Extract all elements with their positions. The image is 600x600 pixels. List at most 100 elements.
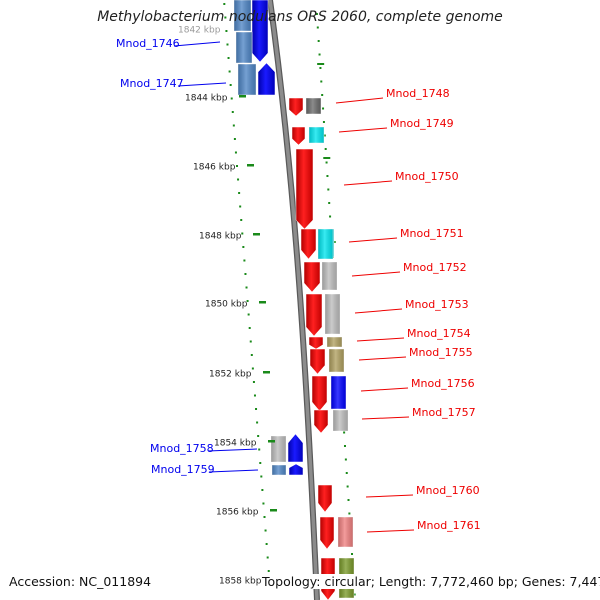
cog-box-mnod-1757-shade <box>333 410 348 431</box>
scale-dot <box>323 134 326 137</box>
gene-label-mnod-1759[interactable]: Mnod_1759 <box>151 463 215 476</box>
scale-dot <box>248 327 251 329</box>
genome-summary-label: Topology: circular; Length: 7,772,460 bp… <box>262 574 600 589</box>
gene-track <box>233 0 355 600</box>
scale-dot <box>252 381 255 383</box>
gene-labels: Mnod_1746 Mnod_1747 Mnod_1748 Mnod_1749 Mnod… <box>116 37 481 533</box>
scale-dot <box>326 175 329 177</box>
scale-dot <box>226 43 229 46</box>
scale-dot <box>238 192 241 194</box>
cog-box-mnod-1755-shade <box>329 349 344 372</box>
scale-dot <box>236 165 239 167</box>
scale-dot <box>263 516 266 518</box>
leader-line-mnod-1746 <box>173 41 221 47</box>
leader-line-mnod-1749 <box>338 127 388 133</box>
scale-label: 1848 kbp <box>199 232 242 242</box>
scale-label: 1856 kbp <box>216 508 259 518</box>
scale-dot <box>237 178 240 181</box>
cog-box-mnod-1759-shade <box>272 465 286 475</box>
gene-arrow-mnod-1761 <box>319 516 335 550</box>
cog-box-mnod-1747-shade <box>238 64 256 95</box>
cog-box-mnod-1749-shade <box>309 127 324 143</box>
scale-dot <box>343 445 346 447</box>
leader-line-mnod-1757 <box>361 416 410 420</box>
scale-dot <box>227 57 230 59</box>
scale-dot <box>351 553 354 555</box>
gene-label-mnod-1753[interactable]: Mnod_1753 <box>405 298 469 311</box>
gene-label-mnod-1751[interactable]: Mnod_1751 <box>400 227 464 240</box>
scale-dot <box>322 107 325 110</box>
scale-dot <box>225 30 228 32</box>
leader-line-mnod-1752 <box>351 271 401 277</box>
gene-label-mnod-1757[interactable]: Mnod_1757 <box>412 406 476 419</box>
scale-dot <box>239 205 242 208</box>
leader-line-mnod-1759 <box>208 469 259 473</box>
scale-dot <box>317 40 320 42</box>
cog-box-mnod-1756-shade <box>331 376 346 409</box>
scale-dot <box>262 502 265 505</box>
genome-backbone <box>267 0 320 600</box>
leader-line-mnod-1760 <box>365 494 414 498</box>
leader-line-mnod-1753 <box>354 308 403 314</box>
major-tick <box>239 95 246 98</box>
leader-line-mnod-1747 <box>177 82 227 87</box>
cog-box-mnod-1746-shade <box>234 0 251 31</box>
scale-dot <box>250 354 253 356</box>
gene-arrow-mnod-1748 <box>288 97 304 117</box>
scale-label: 1854 kbp <box>214 439 257 449</box>
scale-dot <box>230 97 233 100</box>
scale-dot <box>264 529 267 532</box>
gene-label-mnod-1760[interactable]: Mnod_1760 <box>416 484 480 497</box>
cog-box-mnod-1761-shade <box>338 517 353 547</box>
gene-label-mnod-1750[interactable]: Mnod_1750 <box>395 170 459 183</box>
scale-label: 1858 kbp <box>219 577 262 587</box>
map-title: Methylobacterium nodulans ORS 2060, comp… <box>97 9 503 25</box>
gene-arrow-mnod-1757 <box>313 409 329 434</box>
gene-label-mnod-1749[interactable]: Mnod_1749 <box>390 117 454 130</box>
gene-label-mnod-1747[interactable]: Mnod_1747 <box>120 77 184 90</box>
cog-box-mnod-1753-shade <box>325 294 340 334</box>
scale-dot <box>328 202 331 204</box>
accession-text: Accession: NC_011894 <box>9 574 152 589</box>
gene-arrow-mnod-1752 <box>303 261 321 293</box>
cog-box-mnod-1754-shade <box>327 337 342 347</box>
scale-dot <box>249 340 252 343</box>
gene-arrow-mnod-1753 <box>305 293 323 337</box>
leader-line-mnod-1758 <box>207 448 258 452</box>
scale-dot <box>315 13 318 15</box>
cog-box-mnod-1748-shade <box>306 98 321 114</box>
leader-line-mnod-1754 <box>356 337 405 342</box>
scale-dot <box>246 300 249 302</box>
scale-dot <box>345 472 348 474</box>
scale-dot <box>353 593 356 596</box>
gene-label-mnod-1748[interactable]: Mnod_1748 <box>386 87 450 100</box>
gene-arrow-mnod-1756 <box>311 375 328 412</box>
scale-dot <box>224 16 227 19</box>
gene-label-mnod-1761[interactable]: Mnod_1761 <box>417 519 481 532</box>
minor-tick <box>323 157 331 159</box>
scale-dot <box>251 367 254 370</box>
scale-dot <box>267 570 270 572</box>
scale-dot <box>231 111 234 113</box>
leader-line-mnod-1751 <box>348 237 398 243</box>
scale-dot <box>242 246 245 248</box>
gene-label-mnod-1754[interactable]: Mnod_1754 <box>407 327 471 340</box>
scale-dot <box>229 84 232 86</box>
gene-label-mnod-1758[interactable]: Mnod_1758 <box>150 442 214 455</box>
major-tick <box>253 233 260 236</box>
gene-arrow-mnod-1759 <box>288 463 304 476</box>
scale-dot <box>319 67 322 69</box>
gene-label-mnod-1746[interactable]: Mnod_1746 <box>116 37 180 50</box>
major-tick <box>268 440 275 443</box>
gene-arrow-mnod-1754 <box>308 336 324 350</box>
scale-dot <box>245 286 248 289</box>
scale-dot <box>255 408 258 410</box>
gene-label-mnod-1755[interactable]: Mnod_1755 <box>409 346 473 359</box>
scale-dot <box>329 215 332 218</box>
gene-label-mnod-1752[interactable]: Mnod_1752 <box>403 261 467 274</box>
gene-label-mnod-1756[interactable]: Mnod_1756 <box>411 377 475 390</box>
scale-dot <box>257 435 260 437</box>
gene-arrow-mnod-1758 <box>287 433 304 463</box>
